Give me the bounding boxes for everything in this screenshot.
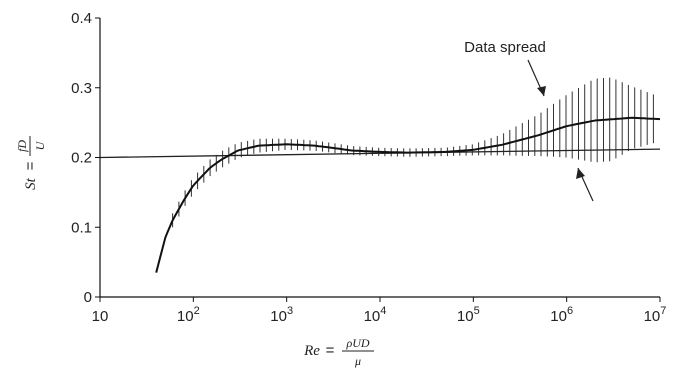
y-tick-label: 0.2 [71, 150, 92, 167]
y-label-denominator: U [33, 140, 47, 150]
annotation-arrow-lower [576, 167, 594, 202]
x-label-numerator: ρUD [345, 336, 369, 350]
mean-curve [155, 116, 661, 273]
axes [99, 18, 660, 298]
y-tick-label: 0 [84, 289, 92, 306]
x-axis-label: Re = ρUD μ [303, 336, 374, 368]
annotation-arrow-upper [527, 59, 546, 97]
x-tick-label: 105 [457, 305, 480, 325]
x-tick-label: 102 [177, 305, 200, 325]
y-label-numerator: fD [15, 140, 29, 152]
y-axis-label: St = fD U [15, 136, 47, 190]
x-tick-label: 104 [364, 305, 387, 325]
x-tick-label: 103 [270, 305, 293, 325]
y-tick-label: 0.1 [71, 219, 92, 236]
y-tick-label: 0.3 [71, 80, 92, 97]
y-label-eq: = [22, 161, 39, 170]
x-tick-label: 106 [550, 305, 573, 325]
x-label-denominator: μ [354, 354, 361, 368]
reference-line [99, 148, 661, 159]
x-tick-label: 107 [644, 305, 667, 325]
y-tick-label: 0.4 [71, 10, 92, 27]
x-label-eq: = [326, 342, 335, 359]
series-lines [99, 116, 661, 273]
y-label-lhs: St [23, 177, 39, 190]
ticks: 0 0.1 0.2 0.3 0.4 10 102 103 104 105 106 107 [71, 10, 666, 325]
x-tick-label: 10 [92, 308, 109, 325]
data-spread-annotation: Data spread [464, 39, 546, 56]
x-label-lhs: Re [303, 343, 320, 359]
